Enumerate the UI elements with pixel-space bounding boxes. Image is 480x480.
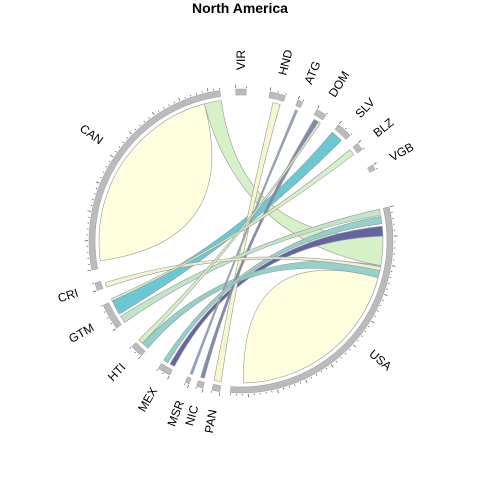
sector-ticks-pan [211,391,221,397]
links-layer [98,100,384,384]
sector-label-hnd: HND [276,48,296,77]
sector-ticks-blz [358,140,365,150]
sector-ticks-msr [184,383,189,389]
chord-link-usa-usa [243,269,379,384]
chart-title: North America [192,0,288,16]
chord-link-nic-dom [200,118,319,379]
sector-label-mex: MEX [135,385,160,415]
sector-ring-pan [211,384,221,392]
sector-ring-usa [230,206,394,394]
sector-ring-hti [131,342,146,357]
sector-label-slv: SLV [353,95,378,120]
sector-ring-atg [295,99,304,108]
sector-label-atg: ATG [301,59,323,86]
chord-link-gtm-usa [120,208,381,323]
sector-label-hti: HTI [105,360,128,384]
sectors-layer [84,84,398,398]
sector-label-pan: PAN [202,408,220,434]
sector-ticks-nic [195,387,203,393]
sector-ring-msr [184,376,192,385]
sector-label-nic: NIC [182,403,201,427]
sector-label-gtm: GTM [66,320,96,345]
sector-ticks-vgb [373,162,378,170]
sector-label-vir: VIR [234,50,248,70]
sector-ticks-mex [156,369,170,380]
sector-label-vgb: VGB [387,140,416,165]
sector-ticks-slv [339,120,353,135]
sector-ring-cri [94,280,104,291]
sector-ticks-gtm [100,305,116,332]
sector-ticks-hnd [269,87,287,95]
sector-label-dom: DOM [326,69,353,100]
sector-label-blz: BLZ [370,115,396,140]
sector-ring-blz [352,142,363,154]
sector-ticks-dom [317,105,328,115]
chord-link-mex-usa [163,215,383,364]
sector-label-can: CAN [77,121,106,147]
sector-ring-slv [334,124,351,140]
sector-ring-vgb [367,164,376,173]
chord-link-hti-dom [138,121,321,344]
sector-ticks-usa [229,205,398,398]
chord-link-gtm-blz [110,149,355,302]
sector-ring-nic [196,380,205,389]
sector-label-usa: USA [366,347,394,374]
sector-label-cri: CRI [56,286,80,306]
sector-ring-gtm [102,302,122,329]
sector-ring-hnd [268,91,286,102]
sector-ring-vir [235,88,247,96]
sector-ring-can [88,90,221,271]
sector-ticks-cri [92,282,97,293]
sector-ticks-atg [298,95,305,102]
chord-link-can-can [98,103,213,262]
sector-ticks-hti [129,347,141,360]
sector-ring-dom [313,109,327,121]
sector-ticks-can [84,87,221,272]
sector-ring-mex [157,363,173,376]
chord-link-cri-usa [104,256,381,288]
sector-ticks-vir [235,84,247,89]
